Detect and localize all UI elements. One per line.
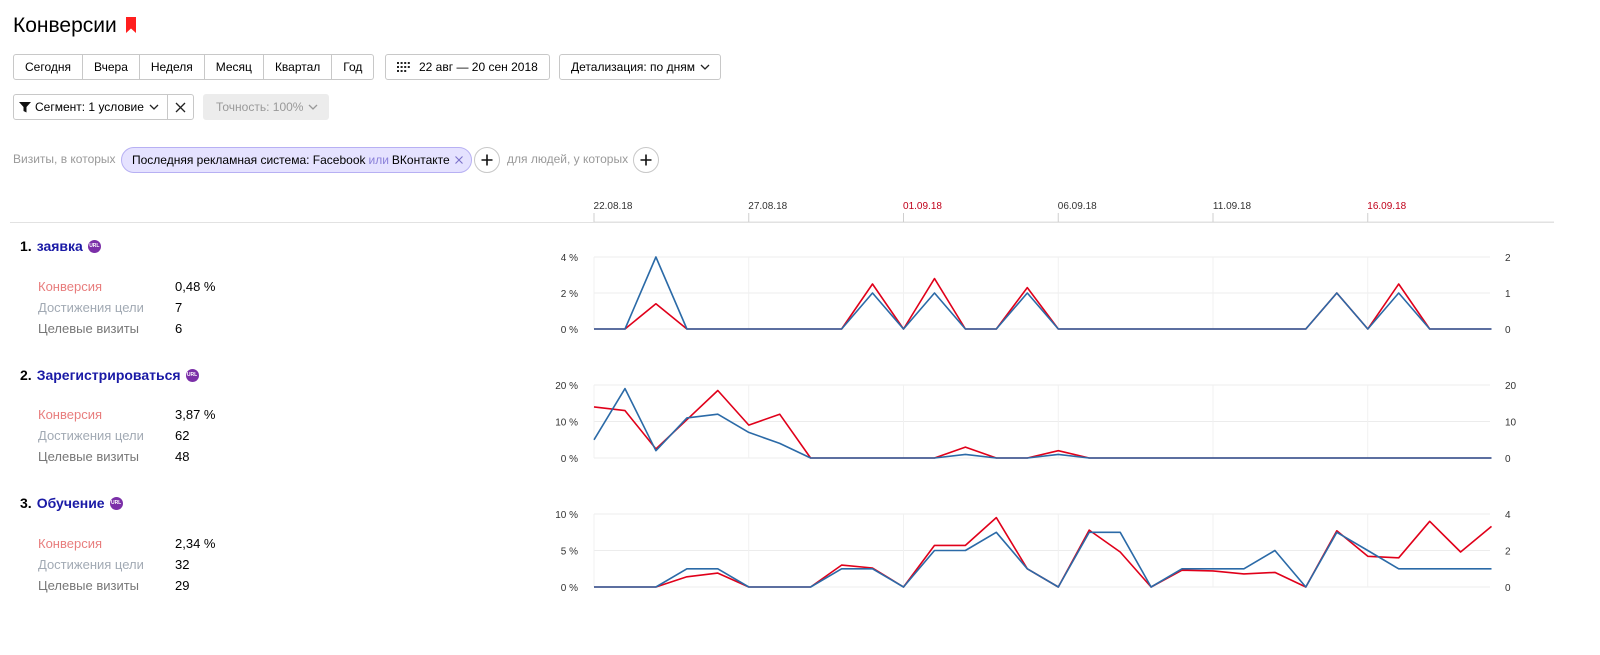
- achievements-label: Достижения цели: [38, 428, 144, 443]
- visits-series-line: [593, 387, 1492, 459]
- period-quarter-button[interactable]: Квартал: [263, 54, 333, 80]
- calendar-grid-icon: [397, 62, 410, 72]
- visits-series-line: [594, 256, 1492, 330]
- conversion-value: 2,34 %: [175, 536, 216, 551]
- achievements-label: Достижения цели: [38, 557, 144, 572]
- conversion-series-line: [593, 389, 1492, 459]
- date-range-button[interactable]: 22 авг — 20 сен 2018: [385, 54, 550, 80]
- detail-dropdown[interactable]: Детализация: по дням: [559, 54, 721, 80]
- chip-condition-text: Последняя рекламная система: Facebook: [132, 153, 366, 167]
- x-tick-label: 11.09.18: [1213, 201, 1252, 212]
- close-icon: [175, 102, 186, 112]
- chevron-down-icon: [700, 64, 710, 70]
- visits-label: Целевые визиты: [38, 321, 140, 336]
- period-yesterday-button[interactable]: Вчера: [83, 54, 140, 80]
- y-left-tick-label: 2 %: [561, 289, 578, 300]
- visits-label: Целевые визиты: [38, 449, 140, 464]
- detail-label: Детализация: по дням: [571, 60, 695, 74]
- goal-number: 2.: [20, 367, 32, 383]
- period-today-button[interactable]: Сегодня: [13, 54, 83, 80]
- visits-label: Целевые визиты: [38, 578, 140, 593]
- y-right-tick-label: 0: [1505, 454, 1511, 465]
- x-tick-label: 06.09.18: [1058, 201, 1097, 212]
- page-title-text: Конверсии: [13, 14, 117, 37]
- achievements-label: Достижения цели: [38, 300, 144, 315]
- y-left-tick-label: 0 %: [561, 454, 578, 465]
- period-year-button[interactable]: Год: [332, 54, 375, 80]
- goal-2-title: 2. Зарегистрироваться URL: [20, 367, 199, 383]
- conversion-value: 0,48 %: [175, 279, 216, 294]
- visits-prefix-label: Визиты, в которых: [13, 152, 116, 166]
- y-left-tick-label: 4 %: [561, 253, 578, 264]
- segment-condition-chip[interactable]: Последняя рекламная система: Facebook ил…: [121, 147, 472, 173]
- y-left-tick-label: 0 %: [561, 325, 578, 336]
- segment-clear-button[interactable]: [167, 94, 194, 120]
- period-selector: Сегодня Вчера Неделя Месяц Квартал Год: [13, 54, 375, 80]
- achievements-value: 62: [175, 428, 190, 443]
- goal-number: 1.: [20, 238, 32, 254]
- goal-1-title: 1. заявка URL: [20, 238, 101, 254]
- conversion-series-line: [594, 277, 1492, 330]
- accuracy-label: Точность: 100%: [216, 100, 304, 114]
- x-tick-label: 27.08.18: [748, 201, 787, 212]
- visits-series-line: [594, 531, 1492, 588]
- plus-icon: [640, 154, 652, 166]
- visits-value: 29: [175, 578, 190, 593]
- x-tick-label: 16.09.18: [1367, 201, 1406, 212]
- y-left-tick-label: 20 %: [555, 381, 578, 392]
- filter-icon: [19, 102, 31, 113]
- goal-number: 3.: [20, 495, 32, 511]
- segment-dropdown[interactable]: Сегмент: 1 условие: [13, 94, 168, 120]
- add-people-condition-button[interactable]: [633, 147, 659, 173]
- bookmark-icon[interactable]: [125, 17, 136, 33]
- conversion-label: Конверсия: [38, 279, 103, 294]
- achievements-value: 32: [175, 557, 190, 572]
- y-left-tick-label: 10 %: [555, 510, 578, 521]
- goal-link[interactable]: заявка: [36, 238, 83, 254]
- y-right-tick-label: 20: [1505, 381, 1517, 392]
- chevron-down-icon: [309, 104, 318, 110]
- y-right-tick-label: 10: [1505, 418, 1517, 429]
- x-tick-label: 01.09.18: [903, 201, 942, 212]
- page-title: Конверсии: [13, 14, 136, 38]
- goal-3-title: 3. Обучение URL: [20, 495, 123, 511]
- y-right-tick-label: 2: [1505, 547, 1511, 558]
- conversion-label: Конверсия: [38, 407, 103, 422]
- chip-value2-text: ВКонтакте: [391, 153, 450, 167]
- accuracy-dropdown[interactable]: Точность: 100%: [203, 94, 330, 120]
- y-left-tick-label: 5 %: [561, 547, 578, 558]
- close-icon[interactable]: [454, 156, 463, 164]
- achievements-value: 7: [175, 300, 183, 315]
- url-badge-icon: URL: [109, 496, 123, 510]
- y-right-tick-label: 1: [1505, 289, 1511, 300]
- date-range-label: 22 авг — 20 сен 2018: [419, 60, 538, 74]
- period-month-button[interactable]: Месяц: [204, 54, 264, 80]
- add-visit-condition-button[interactable]: [474, 147, 500, 173]
- period-week-button[interactable]: Неделя: [139, 54, 205, 80]
- url-badge-icon: URL: [185, 368, 199, 382]
- conversion-label: Конверсия: [38, 536, 103, 551]
- chevron-down-icon: [149, 104, 159, 110]
- people-label: для людей, у которых: [507, 152, 629, 166]
- goal-link[interactable]: Обучение: [36, 495, 105, 511]
- chip-or-text: или: [368, 153, 389, 167]
- y-right-tick-label: 0: [1505, 325, 1511, 336]
- segment-label: Сегмент: 1 условие: [35, 100, 144, 114]
- x-tick-label: 22.08.18: [594, 201, 633, 212]
- goal-link[interactable]: Зарегистрироваться: [36, 367, 181, 383]
- conversion-series-line: [594, 516, 1493, 588]
- conversion-value: 3,87 %: [175, 407, 216, 422]
- visits-value: 6: [175, 321, 183, 336]
- y-right-tick-label: 2: [1505, 253, 1511, 264]
- visits-value: 48: [175, 449, 190, 464]
- y-left-tick-label: 10 %: [555, 418, 578, 429]
- y-right-tick-label: 0: [1505, 583, 1511, 594]
- y-right-tick-label: 4: [1505, 510, 1511, 521]
- plus-icon: [481, 154, 493, 166]
- y-left-tick-label: 0 %: [561, 583, 578, 594]
- url-badge-icon: URL: [87, 239, 101, 253]
